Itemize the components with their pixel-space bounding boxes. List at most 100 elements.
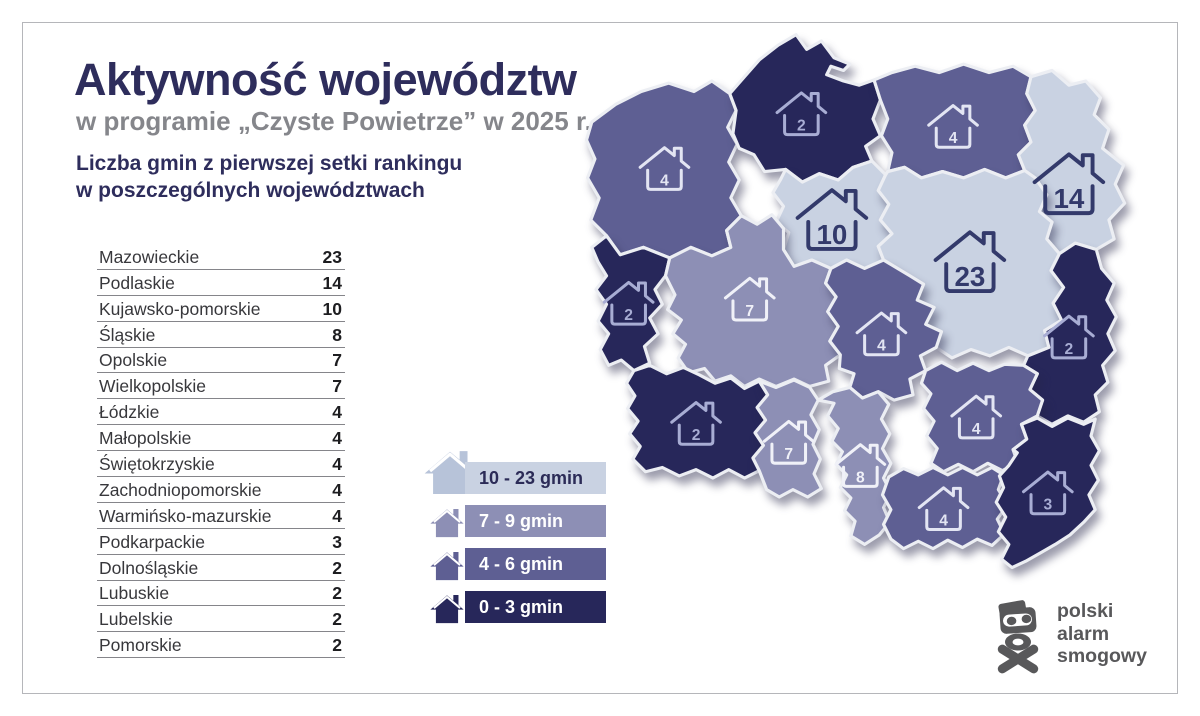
legend: 10 - 23 gmin 7 - 9 gmin 4 - 6 gmin 0 - 3… (424, 450, 606, 634)
ranking-row: Łódzkie 4 (97, 399, 345, 426)
house-value-podlaskie: 14 (1053, 183, 1084, 214)
ranking-row: Podkarpackie 3 (97, 529, 345, 555)
house-icon-swietokrzyskie: 4 (950, 394, 1003, 440)
section-label: Liczba gmin z pierwszej setki rankingu w… (76, 150, 462, 204)
voivodeship-value: 2 (332, 635, 342, 656)
house-value-mazowieckie: 23 (954, 261, 985, 292)
house-icon-lubelskie: 2 (1043, 314, 1095, 360)
house-value-dolnoslaskie: 2 (692, 427, 701, 444)
ranking-row: Małopolskie 4 (97, 425, 345, 452)
house-icon-mazowieckie: 23 (933, 230, 1007, 294)
house-icon-kujawsko-pomorskie: 10 (795, 188, 869, 251)
ranking-row: Lubelskie 2 (97, 606, 345, 633)
legend-row: 7 - 9 gmin (424, 505, 606, 538)
voivodeship-value: 2 (332, 583, 342, 604)
house-value-wielkopolskie: 7 (745, 303, 754, 320)
voivodeship-name: Pomorskie (99, 635, 182, 656)
house-value-swietokrzyskie: 4 (972, 421, 981, 438)
polski-alarm-smogowy-logo-text: polski alarm smogowy (1057, 600, 1147, 668)
voivodeship-name: Wielkopolskie (99, 376, 206, 397)
voivodeship-value: 23 (322, 246, 342, 267)
voivodeship-value: 4 (332, 454, 342, 475)
voivodeship-value: 7 (332, 376, 342, 397)
voivodeship-name: Mazowieckie (99, 246, 200, 267)
legend-bar-label: 7 - 9 gmin (465, 505, 606, 537)
region-wielkopolskie (663, 213, 842, 388)
house-icon-warminsko-mazurskie: 4 (927, 104, 979, 149)
legend-bar-label: 10 - 23 gmin (465, 462, 606, 494)
house-icon-zachodniopomorskie: 4 (638, 146, 691, 191)
house-icon-wielkopolskie: 7 (723, 276, 776, 322)
house-icon-opolskie: 7 (762, 419, 815, 465)
legend-house-icon (430, 595, 464, 624)
house-icon-dolnoslaskie: 2 (670, 401, 722, 446)
polski-alarm-smogowy-logo-icon (997, 600, 1039, 674)
house-value-podkarpackie: 3 (1043, 497, 1052, 514)
voivodeship-name: Warmińsko-mazurskie (99, 505, 272, 526)
house-value-slaskie: 8 (856, 469, 865, 486)
page-subtitle: w programie „Czyste Powietrze” w 2025 r. (76, 106, 592, 136)
region-lubelskie (1022, 241, 1118, 426)
voivodeship-value: 7 (332, 350, 342, 371)
house-icon-lubuskie: 2 (602, 280, 655, 326)
house-value-zachodniopomorskie: 4 (660, 172, 669, 189)
ranking-row: Pomorskie 2 (97, 632, 345, 659)
map-house-icons: 4 2 4 14 10 23 2 7 4 2 2 7 8 4 4 3 (602, 91, 1106, 532)
legend-house-icon (430, 552, 464, 581)
voivodeship-value: 8 (332, 324, 342, 345)
legend-row: 4 - 6 gmin (424, 548, 606, 581)
ranking-row: Kujawsko-pomorskie 10 (97, 296, 345, 322)
house-icon-lodzkie: 4 (855, 311, 908, 357)
house-value-pomorskie: 2 (797, 118, 806, 135)
legend-row: 10 - 23 gmin (424, 450, 606, 494)
voivodeship-value: 4 (332, 505, 342, 526)
legend-row: 0 - 3 gmin (424, 591, 606, 624)
house-icon-malopolskie: 4 (917, 486, 970, 532)
ranking-row: Świętokrzyskie 4 (97, 451, 345, 478)
region-pomorskie (728, 33, 882, 184)
page-title: Aktywność województw (74, 54, 577, 105)
border-frame (22, 22, 1178, 694)
ranking-row: Warmińsko-mazurskie 4 (97, 503, 345, 529)
legend-house-icon (424, 450, 476, 494)
voivodeship-name: Lubuskie (99, 583, 170, 604)
voivodeship-name: Małopolskie (99, 428, 192, 449)
house-value-lubuskie: 2 (624, 307, 633, 324)
ranking-row: Wielkopolskie 7 (97, 373, 345, 400)
voivodeship-value: 10 (322, 298, 342, 319)
voivodeship-name: Świętokrzyskie (99, 454, 215, 475)
house-icon-slaskie: 8 (834, 443, 887, 488)
logo-text-line3: smogowy (1057, 645, 1147, 667)
ranking-row: Mazowieckie 23 (97, 244, 345, 270)
voivodeship-name: Lubelskie (99, 609, 173, 630)
house-value-lodzkie: 4 (877, 338, 886, 355)
ranking-row: Śląskie 8 (97, 322, 345, 348)
voivodeship-name: Podlaskie (99, 272, 175, 293)
house-value-opolskie: 7 (784, 446, 793, 463)
house-value-lubelskie: 2 (1065, 341, 1074, 358)
section-label-line2: w poszczególnych województwach (76, 179, 425, 202)
voivodeship-value: 4 (332, 402, 342, 423)
voivodeship-name: Podkarpackie (99, 531, 206, 552)
house-icon-podlaskie: 14 (1032, 152, 1106, 216)
legend-house-icon (430, 509, 464, 538)
legend-bar-label: 0 - 3 gmin (465, 591, 606, 623)
voivodeship-name: Śląskie (99, 324, 156, 345)
ranking-row: Opolskie 7 (97, 348, 345, 374)
logo-text-line1: polski (1057, 600, 1114, 622)
region-malopolskie (880, 465, 1010, 551)
region-warminsko-mazurskie (872, 62, 1037, 180)
voivodeship-value: 4 (332, 428, 342, 449)
poland-choropleth-map: 4 2 4 14 10 23 2 7 4 2 2 7 8 4 4 3 (584, 33, 1127, 570)
region-opolskie (751, 378, 823, 499)
voivodeship-value: 2 (332, 557, 342, 578)
logo-text-line2: alarm (1057, 622, 1110, 645)
region-kujawsko-pomorskie (771, 159, 894, 271)
voivodeship-name: Dolnośląskie (99, 557, 199, 578)
house-icon-pomorskie: 2 (775, 91, 828, 137)
voivodeship-value: 2 (332, 609, 342, 630)
ranking-list: Mazowieckie 23 Podlaskie 14 Kujawsko-pom… (97, 244, 345, 659)
region-podkarpackie (994, 416, 1102, 570)
house-value-kujawsko-pomorskie: 10 (816, 219, 847, 250)
